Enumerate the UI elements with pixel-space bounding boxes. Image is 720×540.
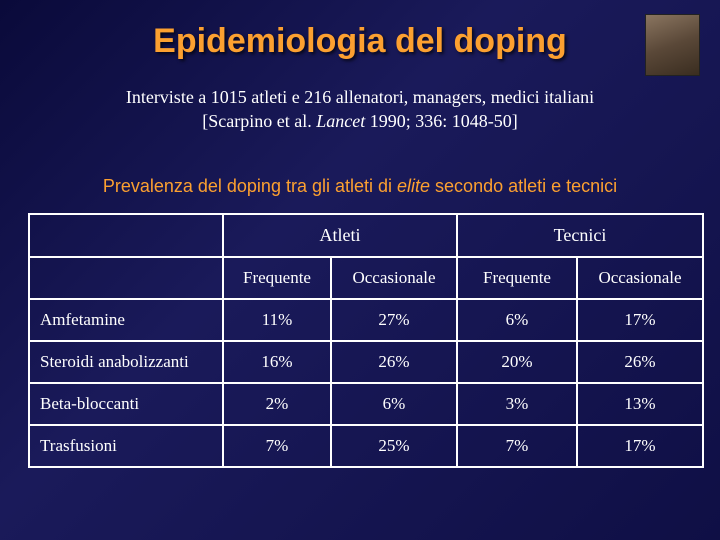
cell: 25%	[331, 425, 457, 467]
cell: 11%	[223, 299, 331, 341]
table-blank-header	[29, 214, 223, 257]
table-caption: Prevalenza del doping tra gli atleti di …	[28, 176, 692, 197]
sub-header: Frequente	[223, 257, 331, 299]
row-label: Trasfusioni	[29, 425, 223, 467]
sub-header: Frequente	[457, 257, 577, 299]
slide-subtitle: Interviste a 1015 atleti e 216 allenator…	[28, 85, 692, 134]
cell: 6%	[331, 383, 457, 425]
corner-image	[645, 14, 700, 76]
row-label: Steroidi anabolizzanti	[29, 341, 223, 383]
cell: 17%	[577, 425, 703, 467]
table-row: Trasfusioni 7% 25% 7% 17%	[29, 425, 703, 467]
caption-pre: Prevalenza del doping tra gli atleti di	[103, 176, 397, 196]
group-header-tecnici: Tecnici	[457, 214, 703, 257]
slide-title: Epidemiologia del doping	[28, 22, 692, 61]
caption-italic: elite	[397, 176, 430, 196]
cell: 6%	[457, 299, 577, 341]
row-label: Amfetamine	[29, 299, 223, 341]
table-sub-header-row: Frequente Occasionale Frequente Occasion…	[29, 257, 703, 299]
cell: 17%	[577, 299, 703, 341]
subtitle-line2-italic: Lancet	[316, 111, 365, 131]
row-label: Beta-bloccanti	[29, 383, 223, 425]
cell: 7%	[457, 425, 577, 467]
subtitle-line1: Interviste a 1015 atleti e 216 allenator…	[126, 87, 594, 107]
data-table: Atleti Tecnici Frequente Occasionale Fre…	[28, 213, 704, 468]
sub-header: Occasionale	[577, 257, 703, 299]
table-blank-subheader	[29, 257, 223, 299]
cell: 7%	[223, 425, 331, 467]
subtitle-line2-post: 1990; 336: 1048-50]	[365, 111, 518, 131]
group-header-atleti: Atleti	[223, 214, 457, 257]
cell: 26%	[331, 341, 457, 383]
slide: Epidemiologia del doping Interviste a 10…	[0, 0, 720, 540]
cell: 26%	[577, 341, 703, 383]
cell: 27%	[331, 299, 457, 341]
caption-post: secondo atleti e tecnici	[430, 176, 617, 196]
cell: 2%	[223, 383, 331, 425]
table-group-header-row: Atleti Tecnici	[29, 214, 703, 257]
subtitle-line2-pre: [Scarpino et al.	[202, 111, 316, 131]
cell: 3%	[457, 383, 577, 425]
cell: 13%	[577, 383, 703, 425]
table-row: Beta-bloccanti 2% 6% 3% 13%	[29, 383, 703, 425]
cell: 16%	[223, 341, 331, 383]
table-row: Amfetamine 11% 27% 6% 17%	[29, 299, 703, 341]
sub-header: Occasionale	[331, 257, 457, 299]
cell: 20%	[457, 341, 577, 383]
table-row: Steroidi anabolizzanti 16% 26% 20% 26%	[29, 341, 703, 383]
